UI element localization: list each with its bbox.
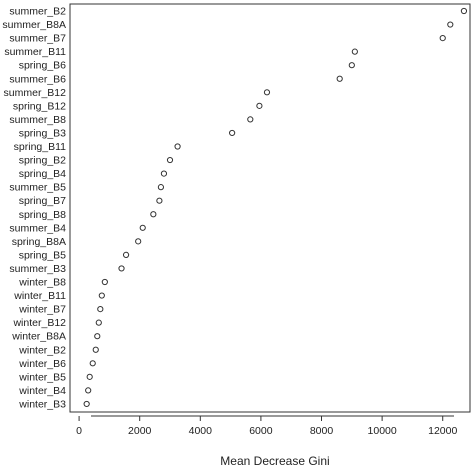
category-label: winter_B5 xyxy=(18,371,66,383)
category-label: spring_B4 xyxy=(19,168,66,180)
category-label: spring_B8 xyxy=(19,209,66,221)
data-point xyxy=(94,333,101,340)
data-point xyxy=(83,400,90,408)
category-label: spring_B3 xyxy=(19,127,66,139)
category-label: summer_B5 xyxy=(9,182,66,194)
data-point xyxy=(156,197,163,204)
data-point xyxy=(92,346,99,353)
category-label: winter_B6 xyxy=(18,358,66,370)
category-label: spring_B7 xyxy=(19,195,66,207)
x-tick-label: 6000 xyxy=(249,425,273,437)
category-label: summer_B6 xyxy=(9,73,66,85)
category-label: spring_B8A xyxy=(12,236,66,248)
x-tick-label: 0 xyxy=(76,425,82,437)
category-label: spring_B2 xyxy=(19,155,66,167)
category-label: spring_B12 xyxy=(13,100,66,112)
data-point xyxy=(256,102,263,109)
x-tick-label: 8000 xyxy=(310,425,334,437)
category-label: winter_B8 xyxy=(18,277,66,289)
data-point xyxy=(150,211,157,218)
category-label: summer_B4 xyxy=(9,222,66,234)
data-point xyxy=(247,116,254,123)
data-point xyxy=(447,21,454,28)
data-point xyxy=(95,319,102,326)
data-point xyxy=(101,278,108,286)
category-label: summer_B11 xyxy=(4,46,66,58)
category-label: summer_B3 xyxy=(9,263,66,275)
data-point xyxy=(118,265,125,272)
plot-frame xyxy=(69,3,471,413)
data-point xyxy=(263,89,271,96)
data-point xyxy=(174,143,181,150)
data-point xyxy=(336,75,343,82)
data-point xyxy=(160,170,168,177)
category-label: winter_B8A xyxy=(11,331,66,343)
data-point xyxy=(229,129,236,137)
category-label: winter_B11 xyxy=(13,290,66,302)
x-tick-label: 4000 xyxy=(189,425,213,437)
category-label: winter_B4 xyxy=(18,385,66,397)
data-point xyxy=(122,251,130,258)
category-label: winter_B3 xyxy=(18,398,66,410)
x-tick-label: 10000 xyxy=(368,425,397,437)
category-label: summer_B8A xyxy=(2,19,66,31)
data-point xyxy=(89,360,96,367)
data-point xyxy=(139,224,146,231)
x-tick-label: 2000 xyxy=(128,425,152,437)
category-label: winter_B7 xyxy=(18,304,66,316)
data-points xyxy=(83,7,468,408)
category-label: winter_B12 xyxy=(12,317,66,329)
category-label: spring_B5 xyxy=(19,249,66,261)
data-point xyxy=(166,156,174,164)
x-axis: 0 2000 4000 6000 8000 10000 12000 xyxy=(76,415,457,437)
data-point xyxy=(460,7,468,15)
data-point xyxy=(97,306,104,313)
data-point xyxy=(351,48,358,55)
category-label: summer_B2 xyxy=(9,6,66,18)
data-point xyxy=(86,373,93,380)
category-label: spring_B11 xyxy=(14,141,67,153)
data-point xyxy=(157,184,165,191)
category-label: spring_B6 xyxy=(19,60,66,72)
data-point xyxy=(439,35,446,42)
data-point xyxy=(85,387,92,394)
x-tick-label: 12000 xyxy=(428,425,457,437)
x-axis-label: Mean Decrease Gini xyxy=(220,454,329,468)
data-point xyxy=(98,292,105,299)
data-point xyxy=(135,238,142,245)
category-label: summer_B7 xyxy=(9,33,66,45)
category-label: summer_B8 xyxy=(9,114,66,126)
category-label: summer_B12 xyxy=(4,87,67,99)
category-label: winter_B2 xyxy=(18,344,66,356)
data-point xyxy=(348,62,355,69)
